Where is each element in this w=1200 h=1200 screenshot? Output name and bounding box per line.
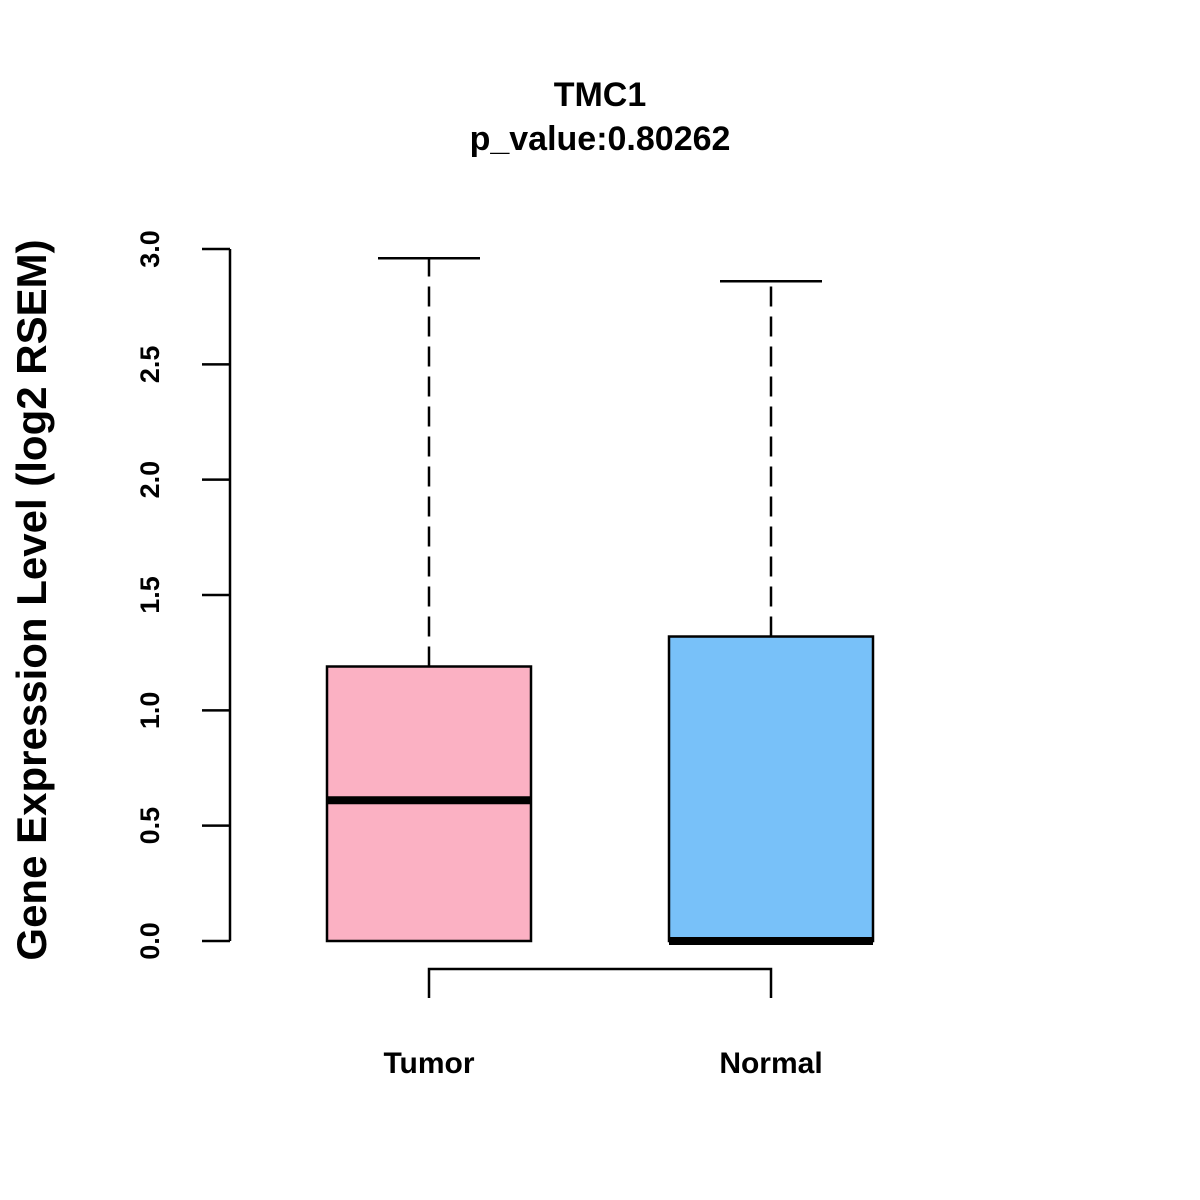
comparison-bracket [427, 967, 773, 998]
x-category-label: Normal [719, 1047, 822, 1080]
y-tick-label: 1.5 [135, 576, 165, 614]
y-tick-label: 0.5 [135, 807, 165, 845]
box-group [325, 256, 875, 945]
x-axis-labels: Tumor Normal [383, 1047, 822, 1080]
chart-subtitle: p_value:0.80262 [470, 120, 731, 158]
y-tick-label: 2.5 [135, 346, 165, 384]
x-category-label: Tumor [383, 1047, 474, 1080]
y-tick-label: 1.0 [135, 692, 165, 730]
y-axis-label: Gene Expression Level (log2 RSEM) [8, 239, 55, 960]
box-tumor [325, 256, 533, 943]
y-tick-label: 2.0 [135, 461, 165, 499]
box-normal [667, 280, 875, 945]
bracket-line [427, 967, 773, 998]
y-tick-label: 3.0 [135, 230, 165, 268]
y-axis: 0.0 0.5 1.0 1.5 2.0 2.5 3.0 [135, 230, 232, 960]
y-tick-label: 0.0 [135, 922, 165, 960]
box-body [667, 635, 875, 943]
chart-title: TMC1 [554, 76, 647, 114]
